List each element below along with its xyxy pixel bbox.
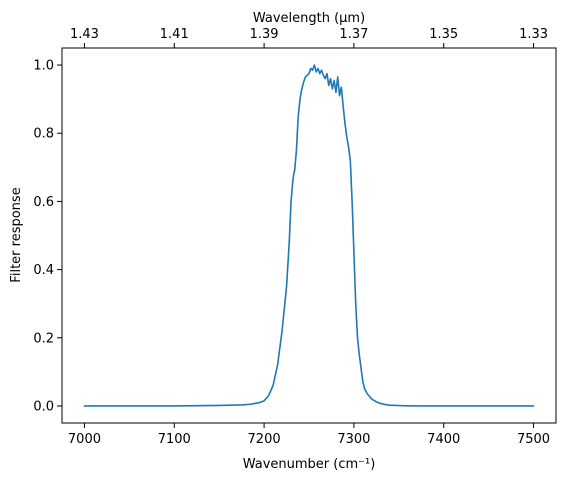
x-tick-label: 7200 [248,432,281,447]
y-tick-label: 0.2 [33,331,54,346]
x-tick-label: 7400 [427,432,460,447]
top-tick-label: 1.35 [429,27,458,42]
x-tick-label: 7000 [68,432,101,447]
y-tick-label: 0.4 [33,263,54,278]
x-tick-label: 7100 [158,432,191,447]
top-tick-label: 1.41 [160,27,189,42]
plot-content [83,64,535,407]
series-line [83,64,535,407]
x-axis-label: Wavenumber (cm⁻¹) [243,457,376,472]
plot-frame [61,47,557,424]
x-tick-label: 7500 [517,432,550,447]
x-tick-label: 7300 [337,432,370,447]
x-axis: 7000 7100 7200 7300 7400 7500 [68,423,550,447]
y-tick-label: 0.0 [33,399,54,414]
plot-area [62,48,556,423]
y-tick-label: 0.8 [33,127,54,142]
top-tick-label: 1.33 [519,27,548,42]
y-axis-label: Filter response [9,187,24,282]
y-axis: 0.0 0.2 0.4 0.6 0.8 1.0 [33,59,62,414]
top-x-axis: 1.43 1.41 1.39 1.37 1.35 1.33 [70,27,548,48]
y-tick-label: 0.6 [33,195,54,210]
top-axis-label: Wavelength (μm) [253,11,365,26]
top-tick-label: 1.43 [70,27,99,42]
top-tick-label: 1.39 [250,27,279,42]
top-tick-label: 1.37 [339,27,368,42]
y-tick-label: 1.0 [33,59,54,74]
